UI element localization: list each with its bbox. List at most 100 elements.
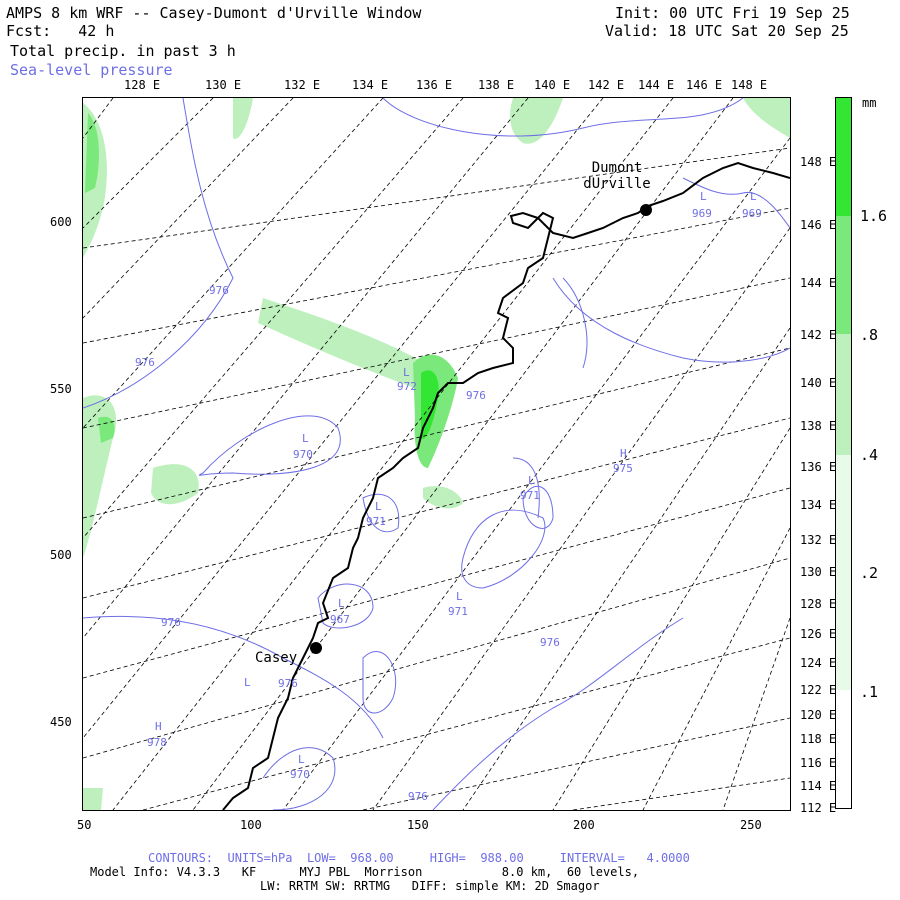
valid-time: Valid: 18 UTC Sat 20 Sep 25 xyxy=(605,22,849,40)
right-lon-tick: 146 E xyxy=(800,218,837,232)
top-lon-tick: 134 E xyxy=(352,78,389,92)
right-lon-tick: 114 E xyxy=(800,779,837,793)
grid-line xyxy=(83,98,384,429)
colorbar-label: 1.6 xyxy=(860,207,888,225)
dumont-station-label: Dumont dUrville xyxy=(583,160,651,192)
forecast-hour: Fcst: 42 h xyxy=(6,22,115,40)
colorbar-swatch xyxy=(836,334,851,455)
low-center: L xyxy=(298,753,305,766)
isobar xyxy=(522,486,554,529)
isobar xyxy=(562,277,588,369)
top-lon-tick: 140 E xyxy=(534,78,571,92)
high-center: H xyxy=(155,720,162,733)
grid-line xyxy=(83,98,604,739)
contour-info: CONTOURS: UNITS=hPa LOW= 968.00 HIGH= 98… xyxy=(148,851,690,865)
right-lon-tick: 112 E xyxy=(800,801,837,815)
isobar xyxy=(198,415,341,476)
pressure-value: 971 xyxy=(448,605,468,618)
precip-area xyxy=(233,98,253,139)
low-center: L xyxy=(403,366,410,379)
dumont-station-marker[interactable] xyxy=(640,204,652,216)
grid-line xyxy=(722,617,790,810)
left-y-tick: 600 xyxy=(50,215,72,229)
isobar xyxy=(432,617,684,810)
colorbar-label: .8 xyxy=(860,326,879,344)
pressure-value: 969 xyxy=(692,207,712,220)
low-center: L xyxy=(528,474,535,487)
left-y-tick: 550 xyxy=(50,382,72,396)
colorbar-swatch xyxy=(836,216,851,334)
isobar xyxy=(461,509,546,589)
top-lon-tick: 132 E xyxy=(284,78,321,92)
coast-line xyxy=(222,161,790,810)
map-svg xyxy=(83,98,790,810)
pressure-value: 972 xyxy=(397,380,417,393)
model-info: Model Info: V4.3.3 KF MYJ PBL Morrison 8… xyxy=(90,865,640,879)
colorbar-swatch xyxy=(836,455,851,690)
precip-area xyxy=(98,416,115,443)
grid-line xyxy=(282,137,790,810)
right-lon-tick: 148 E xyxy=(800,155,837,169)
bottom-x-tick: 200 xyxy=(573,818,595,832)
isobar xyxy=(382,98,744,137)
right-lon-tick: 142 E xyxy=(800,328,837,342)
latlon-grid xyxy=(83,98,790,810)
precip-colorbar xyxy=(835,97,852,809)
pressure-value: 976 xyxy=(540,636,560,649)
grid-line xyxy=(372,227,790,810)
pressure-value: 976 xyxy=(209,284,229,297)
grid-line xyxy=(83,147,790,249)
right-lon-tick: 130 E xyxy=(800,565,837,579)
colorbar-unit: mm xyxy=(862,96,877,110)
isobar xyxy=(317,583,374,629)
grid-line xyxy=(642,527,790,810)
isobar xyxy=(362,493,400,533)
colorbar-swatch xyxy=(836,98,851,216)
pressure-value: 970 xyxy=(290,768,310,781)
right-lon-tick: 134 E xyxy=(800,498,837,512)
map-title: AMPS 8 km WRF -- Casey-Dumont d'Urville … xyxy=(6,4,422,22)
left-y-tick: 450 xyxy=(50,715,72,729)
bottom-x-tick: 250 xyxy=(740,818,762,832)
init-time: Init: 00 UTC Fri 19 Sep 25 xyxy=(615,4,850,22)
right-lon-tick: 126 E xyxy=(800,627,837,641)
pressure-value: 976 xyxy=(278,677,298,690)
precip-area xyxy=(258,298,443,394)
grid-line xyxy=(83,487,790,679)
right-lon-tick: 140 E xyxy=(800,376,837,390)
pressure-value: 976 xyxy=(135,356,155,369)
isobar xyxy=(262,747,336,810)
low-center: L xyxy=(375,500,382,513)
casey-station-label: Casey xyxy=(255,650,298,666)
right-lon-tick: 120 E xyxy=(800,708,837,722)
low-center: L xyxy=(338,597,345,610)
grid-line xyxy=(83,417,790,599)
isobar xyxy=(682,177,790,229)
precip-area xyxy=(151,464,199,505)
top-lon-tick: 136 E xyxy=(416,78,453,92)
top-lon-tick: 142 E xyxy=(588,78,625,92)
grid-line xyxy=(572,777,790,810)
right-lon-tick: 118 E xyxy=(800,732,837,746)
isobar xyxy=(83,98,234,409)
grid-line xyxy=(83,98,114,139)
casey-station-marker[interactable] xyxy=(310,642,322,654)
low-center: L xyxy=(750,190,757,203)
right-lon-tick: 132 E xyxy=(800,533,837,547)
pressure-value: 967 xyxy=(330,613,350,626)
grid-line xyxy=(83,557,790,759)
grid-line xyxy=(83,207,790,344)
grid-line xyxy=(83,277,790,429)
colorbar-swatch xyxy=(836,690,851,808)
isobar xyxy=(512,457,540,519)
bottom-x-tick: 100 xyxy=(240,818,262,832)
pressure-value: 969 xyxy=(742,207,762,220)
right-lon-tick: 128 E xyxy=(800,597,837,611)
grid-line xyxy=(83,98,529,639)
physics-info: LW: RRTM SW: RRTMG DIFF: simple KM: 2D S… xyxy=(260,879,600,893)
pressure-value: 976 xyxy=(466,389,486,402)
precip-area xyxy=(413,354,458,468)
right-lon-tick: 124 E xyxy=(800,656,837,670)
isobar xyxy=(83,615,384,739)
